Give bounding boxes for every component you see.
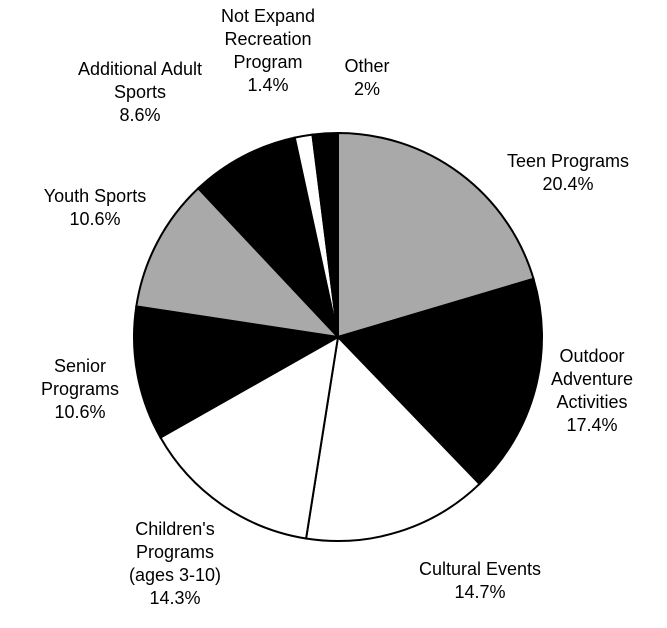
category-label: Children's Programs (ages 3-10): [128, 519, 222, 585]
category-label: Outdoor Adventure Activities: [550, 346, 634, 412]
slice-label: Cultural Events 14.7%: [370, 558, 590, 604]
slice-label: Youth Sports 10.6%: [10, 185, 180, 231]
category-label: Other: [344, 56, 390, 76]
slice-label: Other 2%: [332, 55, 402, 101]
value-label: 2%: [353, 79, 380, 99]
slice: [133, 305, 342, 439]
slice: [304, 334, 481, 542]
slice: [135, 186, 341, 339]
slice: [196, 136, 340, 341]
value-label: 14.7%: [454, 582, 506, 602]
category-label: Not Expand Recreation Program: [220, 6, 316, 72]
slice: [337, 131, 535, 339]
slice-label: Additional Adult Sports 8.6%: [75, 58, 205, 127]
value-label: 10.6%: [69, 209, 121, 229]
category-label: Additional Adult Sports: [77, 59, 203, 102]
value-label: 20.4%: [542, 174, 594, 194]
category-label: Cultural Events: [418, 559, 542, 579]
category-label: Senior Programs: [40, 356, 120, 399]
slice-label: Senior Programs 10.6%: [28, 355, 133, 424]
value-label: 8.6%: [119, 105, 161, 125]
slice-label: Children's Programs (ages 3-10) 14.3%: [116, 518, 234, 610]
category-label: Youth Sports: [43, 186, 147, 206]
value-label: 14.3%: [149, 588, 201, 608]
value-label: 17.4%: [566, 415, 618, 435]
value-label: 10.6%: [54, 402, 106, 422]
slice-label: Teen Programs 20.4%: [483, 150, 653, 196]
slice-label: Outdoor Adventure Activities 17.4%: [537, 345, 647, 437]
slice: [159, 335, 340, 540]
slice-label: Not Expand Recreation Program 1.4%: [207, 5, 329, 97]
value-label: 1.4%: [247, 75, 289, 95]
category-label: Teen Programs: [506, 151, 630, 171]
slice: [311, 131, 339, 338]
slice: [336, 277, 543, 486]
